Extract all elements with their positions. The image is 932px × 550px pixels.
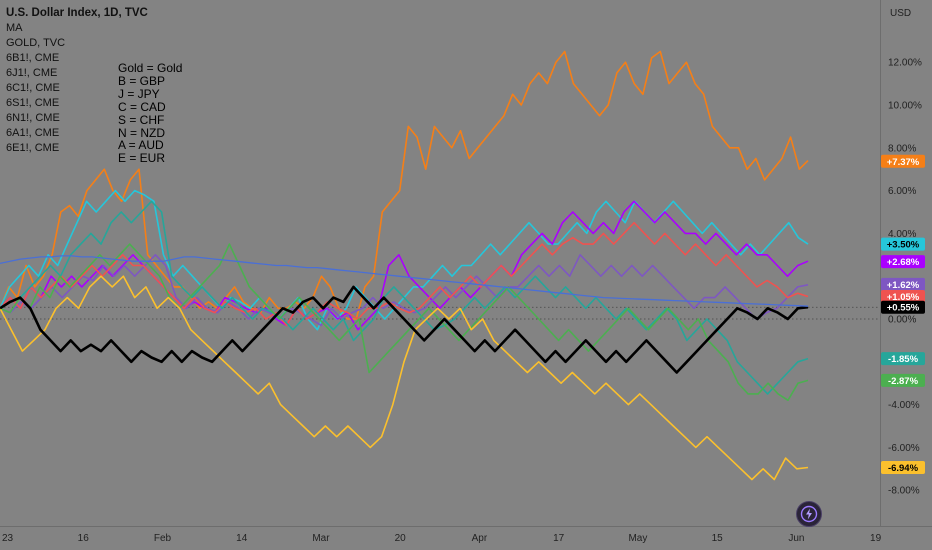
value-badge-label: -6.94% bbox=[888, 463, 919, 474]
value-badge: +3.50% bbox=[881, 237, 925, 251]
value-badge-bg bbox=[881, 255, 925, 269]
legend-title: U.S. Dollar Index, 1D, TVC bbox=[6, 7, 148, 19]
x-tick-label: 15 bbox=[712, 533, 724, 544]
x-tick-label: Feb bbox=[154, 533, 172, 544]
x-tick-label: May bbox=[628, 533, 647, 544]
series-line bbox=[0, 285, 809, 374]
value-badge-bg bbox=[881, 352, 925, 366]
x-tick-label: 23 bbox=[2, 533, 14, 544]
x-tick-label: Jun bbox=[788, 533, 804, 544]
key-line: C = CAD bbox=[118, 99, 166, 114]
value-badge: -6.94% bbox=[881, 461, 925, 475]
value-badge-bg bbox=[881, 290, 925, 304]
x-tick-label: Mar bbox=[312, 533, 330, 544]
y-tick-label: 4.00% bbox=[888, 229, 916, 240]
value-badge: +7.37% bbox=[881, 154, 925, 168]
value-badge-bg bbox=[881, 373, 925, 387]
value-badge-bg bbox=[881, 154, 925, 168]
series-line bbox=[0, 200, 809, 331]
legend-item[interactable]: 6A1!, CME bbox=[6, 127, 60, 139]
legend: U.S. Dollar Index, 1D, TVC MA GOLD, TVC … bbox=[6, 6, 148, 156]
x-tick-label: 16 bbox=[78, 533, 90, 544]
y-tick-label: -8.00% bbox=[888, 486, 920, 497]
lightning-icon bbox=[800, 505, 818, 523]
value-badge-label: -1.85% bbox=[888, 354, 919, 365]
y-tick-label: 6.00% bbox=[888, 186, 916, 197]
value-badge-label: +1.62% bbox=[887, 280, 920, 291]
value-badge-label: +3.50% bbox=[887, 240, 920, 251]
y-tick-label: 12.00% bbox=[888, 58, 922, 69]
y-tick-label: -6.00% bbox=[888, 443, 920, 454]
flash-icon[interactable] bbox=[796, 501, 822, 527]
series-line bbox=[0, 221, 809, 327]
y-tick-label: -4.00% bbox=[888, 400, 920, 411]
legend-item[interactable]: 6N1!, CME bbox=[6, 112, 60, 124]
key-line: J = JPY bbox=[118, 86, 160, 101]
y-tick-label: 0.00% bbox=[888, 315, 916, 326]
currency-label: USD bbox=[890, 8, 911, 19]
key-line: B = GBP bbox=[118, 73, 166, 88]
value-badge-label: +7.37% bbox=[887, 157, 920, 168]
legend-item[interactable]: 6B1!, CME bbox=[6, 52, 60, 64]
value-badge: +0.55% bbox=[881, 300, 925, 314]
value-badge-bg bbox=[881, 277, 925, 291]
value-badge-bg bbox=[881, 461, 925, 475]
legend-item[interactable]: GOLD, TVC bbox=[6, 37, 66, 49]
x-tick-label: Apr bbox=[472, 533, 488, 544]
series-line bbox=[0, 200, 809, 395]
value-badge: +2.68% bbox=[881, 255, 925, 269]
value-badge-label: +0.55% bbox=[887, 303, 920, 314]
x-tick-label: 19 bbox=[870, 533, 882, 544]
value-badges: +7.37% +3.50% +2.68% +1.62%+1.05%+0.55% -1.8… bbox=[881, 154, 925, 475]
value-badge-label: +2.68% bbox=[887, 257, 920, 268]
legend-item[interactable]: 6J1!, CME bbox=[6, 67, 58, 79]
key-line: Gold = Gold bbox=[118, 61, 183, 75]
x-tick-label: 17 bbox=[553, 533, 565, 544]
x-tick-label: 20 bbox=[395, 533, 407, 544]
y-axis: USD 12.00% 10.00% 8.00% 6.00% 4.00% 0.00% -4.00… bbox=[880, 0, 922, 526]
legend-item[interactable]: 6E1!, CME bbox=[6, 142, 60, 154]
legend-item[interactable]: MA bbox=[6, 22, 23, 34]
value-badge: +1.62% bbox=[881, 277, 925, 291]
series-line bbox=[0, 275, 809, 481]
series-line bbox=[0, 243, 809, 402]
series-line bbox=[0, 50, 809, 320]
y-tick-label: 10.00% bbox=[888, 101, 922, 112]
value-badge: -1.85% bbox=[881, 352, 925, 366]
x-tick-label: 14 bbox=[236, 533, 248, 544]
value-badge-bg bbox=[881, 237, 925, 251]
value-badge-label: -2.87% bbox=[888, 376, 919, 387]
value-badge: +1.05% bbox=[881, 290, 925, 304]
legend-item[interactable]: 6C1!, CME bbox=[6, 82, 60, 94]
legend-item[interactable]: 6S1!, CME bbox=[6, 97, 60, 109]
currency-key-note: Gold = Gold B = GBP J = JPY C = CAD S = … bbox=[118, 62, 182, 165]
value-badge-label: +1.05% bbox=[887, 292, 920, 303]
key-line: E = EUR bbox=[118, 151, 166, 166]
y-tick-label: 8.00% bbox=[888, 143, 916, 154]
series-line bbox=[0, 254, 809, 327]
series-line bbox=[0, 255, 809, 307]
value-badge-bg bbox=[881, 300, 925, 314]
key-line: S = CHF bbox=[118, 112, 165, 127]
plot-area bbox=[0, 50, 880, 481]
value-badge: -2.87% bbox=[881, 373, 925, 387]
x-axis: 23 16 Feb 14 Mar 20 Apr 17 May 15 Jun 19 bbox=[0, 526, 932, 544]
key-line: N = NZD bbox=[118, 125, 166, 140]
key-line: A = AUD bbox=[118, 138, 164, 153]
